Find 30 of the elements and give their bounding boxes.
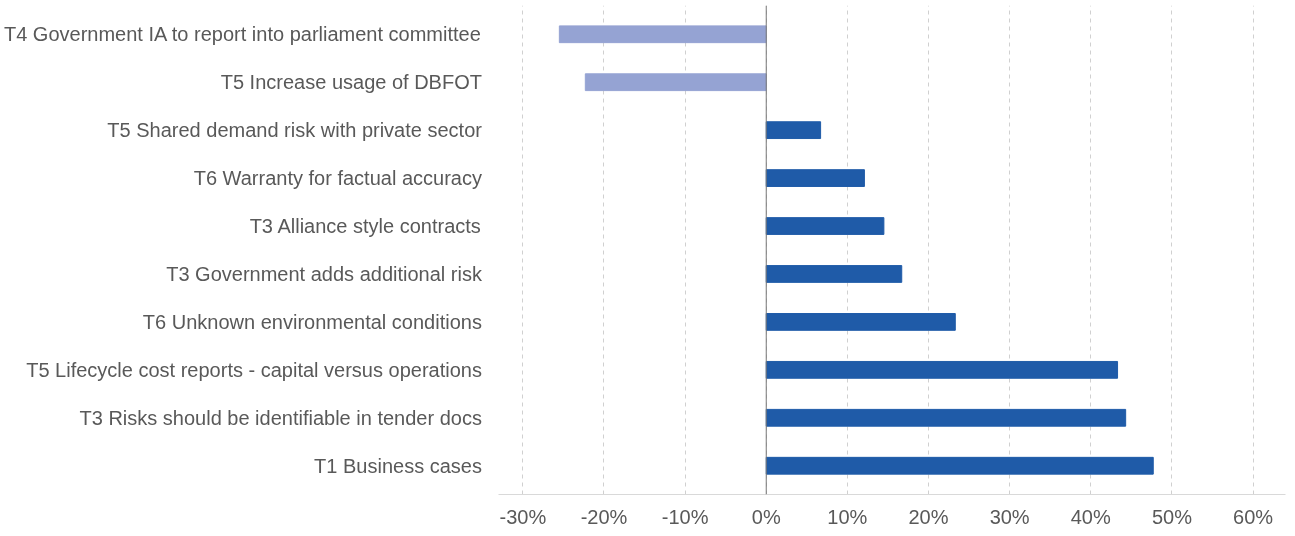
bar [765, 313, 956, 331]
bar [765, 456, 1154, 475]
bar [765, 408, 1127, 427]
x-tick-label: -30% [499, 505, 547, 528]
y-tick-label: T1 Business cases [314, 454, 482, 477]
bar [765, 265, 903, 283]
y-tick-label: T5 Lifecycle cost reports - capital versus operations [26, 358, 482, 381]
x-tick-label: 20% [908, 505, 949, 528]
x-tick-label: 50% [1151, 505, 1193, 528]
y-tick-label: T6 Unknown environmental conditions [142, 310, 482, 333]
x-tick-label: 10% [827, 505, 868, 528]
y-tick-label: T6 Warranty for factual accuracy [193, 167, 482, 190]
x-tick-label: -10% [661, 505, 709, 528]
bar [765, 121, 822, 140]
y-tick-label: T4 Government IA to report into parliament committee [3, 23, 481, 46]
bar [584, 73, 767, 92]
x-tick-label: 60% [1233, 505, 1274, 528]
bar [765, 169, 865, 187]
y-tick-label: T3 Government adds additional risk [166, 262, 483, 285]
x-tick-label: -20% [580, 505, 628, 528]
x-tick-label: 0% [751, 505, 781, 528]
y-tick-label: T3 Risks should be identifiable in tender docs [79, 406, 482, 429]
x-tick-label: 30% [989, 505, 1030, 528]
bar [558, 25, 767, 44]
y-tick-label: T5 Increase usage of DBFOT [220, 71, 482, 94]
y-tick-label: T5 Shared demand risk with private sector [107, 119, 483, 142]
x-tick-label: 40% [1070, 505, 1112, 528]
bar [765, 360, 1119, 379]
y-tick-label: T3 Alliance style contracts [249, 215, 481, 238]
bar [765, 217, 885, 235]
